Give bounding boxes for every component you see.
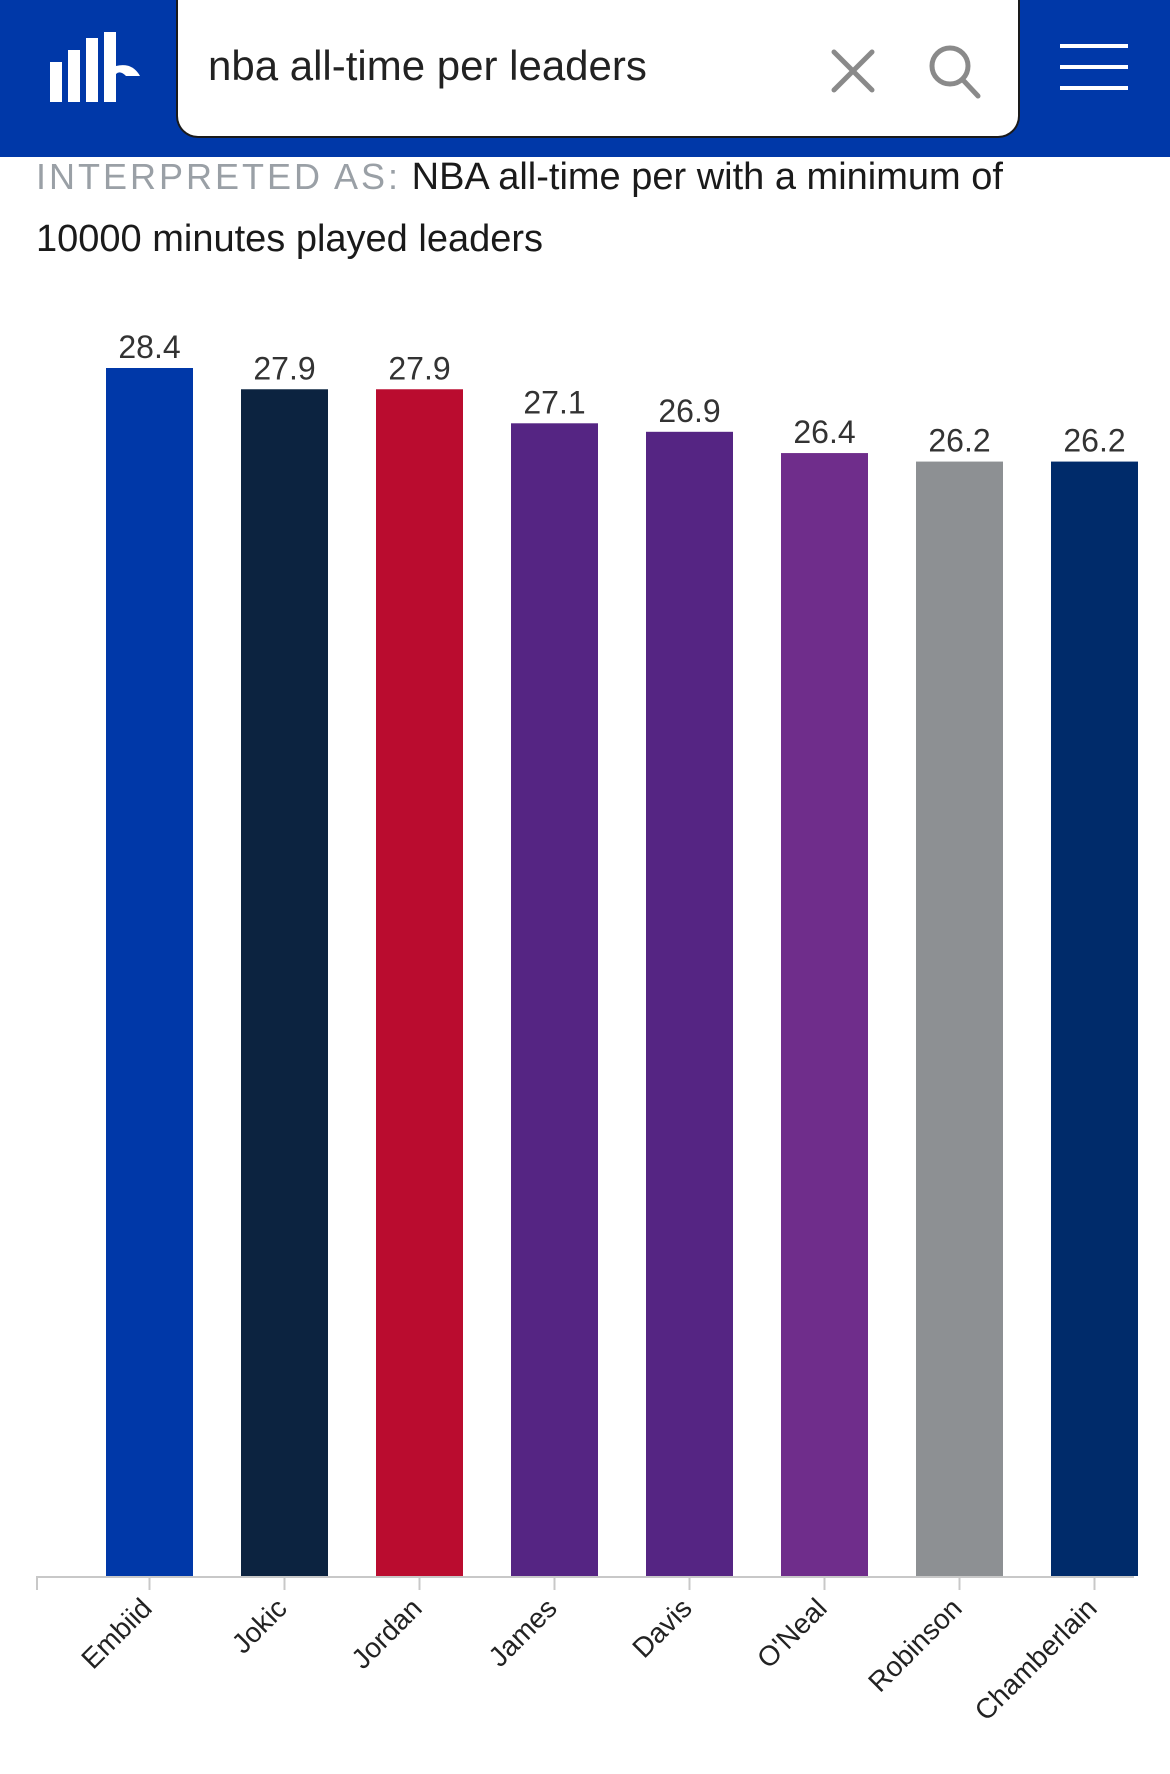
data-label: 27.9 bbox=[388, 350, 450, 386]
data-label: 28.4 bbox=[118, 329, 180, 365]
x-tick-label: Jordan bbox=[345, 1592, 427, 1674]
x-tick-label: Robinson bbox=[862, 1592, 968, 1698]
top-bar: nba all-time per leaders bbox=[0, 0, 1170, 157]
interpretation-label: INTERPRETED AS: bbox=[36, 156, 402, 197]
bar-embiid[interactable] bbox=[106, 368, 193, 1576]
bar-oneal[interactable] bbox=[781, 453, 868, 1576]
search-box[interactable]: nba all-time per leaders bbox=[176, 0, 1020, 138]
data-label: 26.2 bbox=[1063, 423, 1125, 459]
interpretation-query: NBA all-time per with a minimum of 10000… bbox=[36, 156, 1003, 260]
bar-robinson[interactable] bbox=[916, 461, 1003, 1577]
clear-icon[interactable] bbox=[828, 46, 878, 96]
x-tick-label: O'Neal bbox=[751, 1592, 833, 1674]
bar-jokic[interactable] bbox=[241, 389, 328, 1577]
data-label: 27.9 bbox=[253, 350, 315, 386]
bar-davis[interactable] bbox=[646, 431, 733, 1577]
x-tick-label: Davis bbox=[626, 1592, 697, 1663]
search-icon[interactable] bbox=[926, 42, 982, 100]
bar-chart: 28.4 Embiid 27.9 Jokic 27.9 Jordan 27.1 James 26… bbox=[36, 329, 1138, 1726]
data-label: 26.4 bbox=[793, 414, 855, 450]
data-label: 26.2 bbox=[928, 423, 990, 459]
site-logo-icon[interactable] bbox=[44, 32, 144, 102]
interpretation-text: INTERPRETED AS: NBA all-time per with a … bbox=[36, 146, 1116, 270]
menu-icon[interactable] bbox=[1060, 42, 1130, 92]
x-tick-label: Embiid bbox=[75, 1592, 157, 1674]
search-input[interactable]: nba all-time per leaders bbox=[208, 42, 647, 89]
x-tick-label: Jokic bbox=[226, 1592, 293, 1659]
bar-chamberlain[interactable] bbox=[1051, 461, 1138, 1577]
data-label: 27.1 bbox=[523, 384, 585, 420]
x-tick-label: James bbox=[483, 1592, 563, 1672]
x-tick-label: Chamberlain bbox=[969, 1592, 1103, 1726]
bar-james[interactable] bbox=[511, 423, 598, 1576]
bar-jordan[interactable] bbox=[376, 389, 463, 1577]
data-label: 26.9 bbox=[658, 393, 720, 429]
